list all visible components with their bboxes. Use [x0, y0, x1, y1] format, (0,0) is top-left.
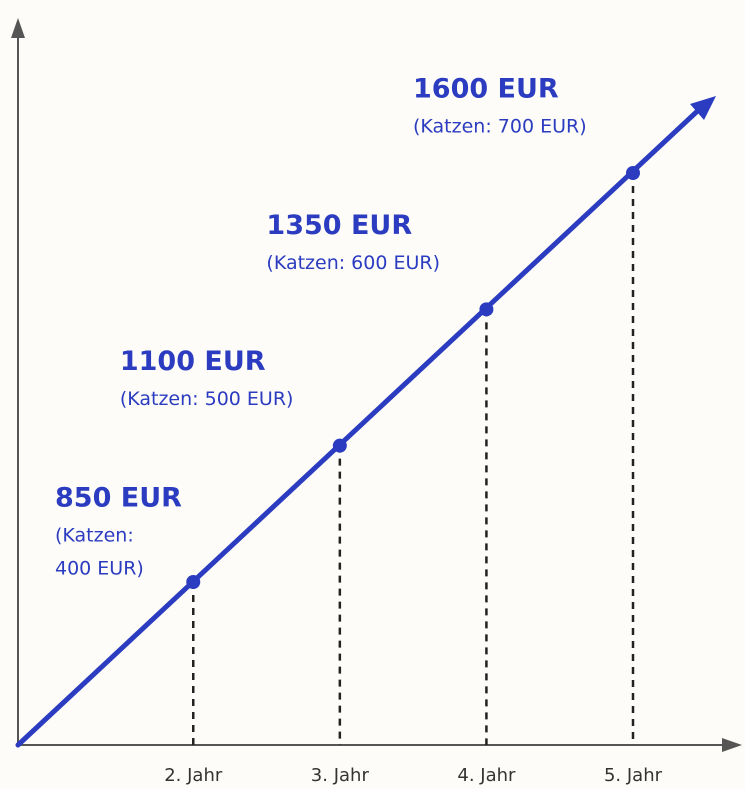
trend-line	[15, 101, 708, 748]
annotation: (Katzen: 700 EUR)	[413, 116, 587, 138]
point	[479, 302, 494, 317]
annotation: (Katzen:	[55, 525, 134, 547]
point	[626, 166, 640, 180]
value-label: 1100 EUR	[120, 346, 266, 377]
x-tick-label: 3. Jahr	[311, 765, 370, 786]
y-axis-arrow	[11, 18, 25, 38]
value-label: 850 EUR	[55, 483, 182, 514]
annotation: (Katzen: 600 EUR)	[266, 252, 440, 274]
trend-arrow	[690, 96, 716, 120]
value-label: 1600 EUR	[413, 74, 559, 105]
x-axis-arrow	[722, 738, 742, 752]
x-tick-label: 4. Jahr	[457, 765, 516, 786]
point	[186, 575, 201, 589]
annotation: (Katzen: 500 EUR)	[120, 388, 294, 410]
point	[332, 438, 347, 453]
x-tick-label: 2. Jahr	[164, 765, 223, 786]
annotation: 400 EUR)	[55, 558, 144, 580]
x-tick-label: 5. Jahr	[604, 765, 663, 786]
value-label: 1350 EUR	[266, 210, 412, 241]
